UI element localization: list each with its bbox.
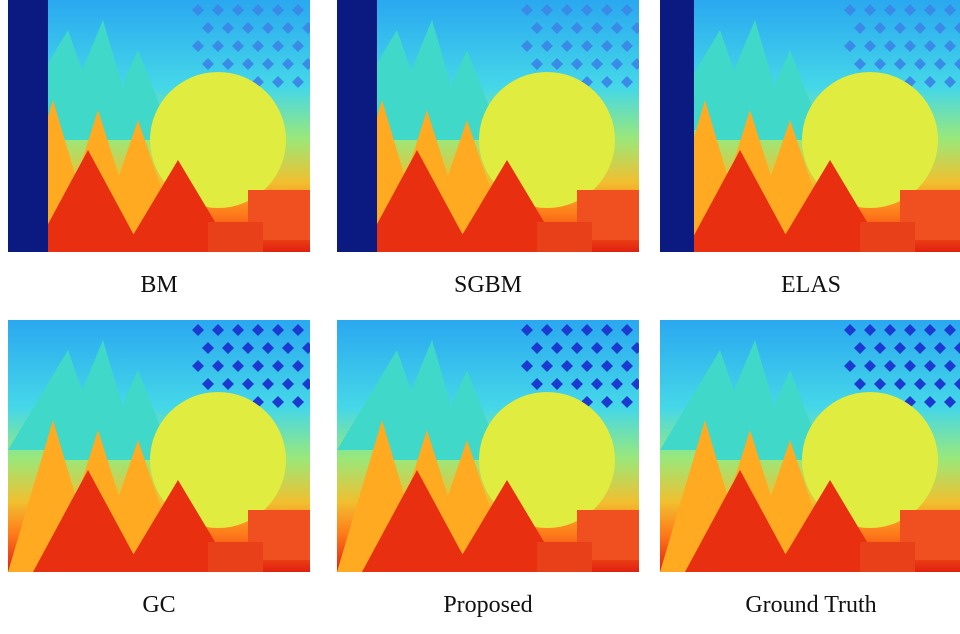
panel-label: ELAS xyxy=(660,272,960,299)
box xyxy=(537,222,592,252)
panel: ELAS xyxy=(660,0,960,312)
disparity-map xyxy=(660,320,960,572)
panel: Ground Truth xyxy=(660,320,960,632)
figure: BM SGBM ELAS GC Proposed Ground Truth xyxy=(0,0,960,634)
panel-label: Proposed xyxy=(337,592,639,619)
occlusion-strip xyxy=(8,0,48,252)
panel: BM xyxy=(8,0,310,312)
box xyxy=(208,542,263,572)
disparity-map xyxy=(337,0,639,252)
disparity-map xyxy=(337,320,639,572)
panel: SGBM xyxy=(337,0,639,312)
panel: GC xyxy=(8,320,310,632)
disparity-map xyxy=(8,0,310,252)
box xyxy=(860,222,915,252)
panel-label: BM xyxy=(8,272,310,299)
box xyxy=(208,222,263,252)
disparity-map xyxy=(660,0,960,252)
disparity-map xyxy=(8,320,310,572)
panel-label: SGBM xyxy=(337,272,639,299)
box xyxy=(537,542,592,572)
box xyxy=(860,542,915,572)
occlusion-strip xyxy=(660,0,694,252)
panel-label: GC xyxy=(8,592,310,619)
panel: Proposed xyxy=(337,320,639,632)
occlusion-strip xyxy=(337,0,377,252)
panel-label: Ground Truth xyxy=(660,592,960,619)
